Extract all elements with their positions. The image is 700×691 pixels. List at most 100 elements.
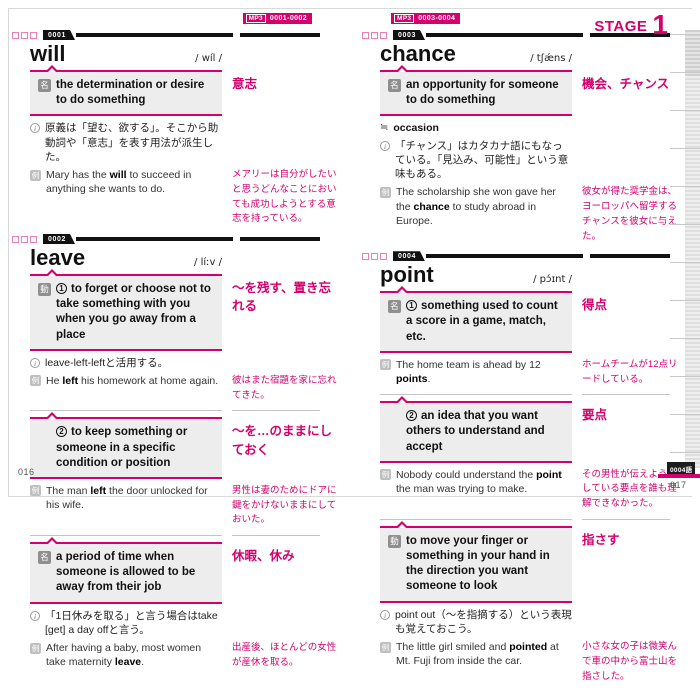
note-text: 「チャンス」はカタカナ語にもなっている。「見込み、可能性」という意味もある。 <box>395 139 569 181</box>
definition-caret <box>45 269 59 277</box>
review-checkbox[interactable] <box>12 31 19 39</box>
meaning-japanese: 要点 <box>582 408 608 423</box>
example-text: After having a baby, most women take mat… <box>46 642 202 669</box>
review-checkbox[interactable] <box>12 235 19 243</box>
sense-separator <box>380 394 684 396</box>
synonym-icon: ≒ <box>380 122 389 134</box>
review-checkbox[interactable] <box>362 31 369 39</box>
example-icon: 例 <box>380 641 391 653</box>
review-checkbox[interactable] <box>21 31 28 39</box>
pos-icon-spacer <box>388 409 401 455</box>
review-checkbox[interactable] <box>371 252 378 260</box>
right-page: MP3 0003-0004 STAGE 1 0003 chance / tʃǽns … <box>350 8 692 691</box>
part-of-speech-icon: 動 <box>38 283 51 297</box>
entry-header-row: 0002 <box>12 234 340 244</box>
edge-tab-divider <box>670 300 700 301</box>
review-checkbox[interactable] <box>371 31 378 39</box>
separator-line <box>380 394 572 396</box>
definition-text: a period of time when someone is allowed… <box>56 551 196 594</box>
translation-japanese: 男性は妻のためにドアに鍵をかけないままにしておいた。 <box>232 484 337 526</box>
separator-line <box>582 518 670 520</box>
example-icon: 例 <box>30 485 41 497</box>
headword-row: will / wíl / <box>30 43 222 68</box>
definition-row: 名 the determination or desire to do somet… <box>30 65 340 117</box>
review-checkbox[interactable] <box>30 31 37 39</box>
definition-inner: 動 1 to forget or choose not to take someth… <box>38 282 214 343</box>
page-number-right: 017 <box>670 480 687 490</box>
definition-row: 2 an idea that you want others to underst… <box>380 396 684 463</box>
example-cell: 例 Nobody could understand the point the m… <box>380 468 572 512</box>
entry-rule <box>425 254 583 259</box>
definition-text: 1 something used to count a score in a ga… <box>406 300 558 343</box>
separator-line <box>380 518 572 520</box>
entry-rule-side <box>590 254 670 259</box>
translation-japanese: 彼女が得た奨学金は、ヨーロッパへ留学するチャンスを彼女に与えた。 <box>582 186 678 242</box>
definition-cell: 2 an idea that you want others to underst… <box>380 396 572 463</box>
entry-number-badge: 0001 <box>43 30 75 40</box>
entry-point: 0004 point / pɔ́ɪnt / 名 1 something used to c… <box>362 251 684 684</box>
review-checkbox[interactable] <box>380 252 387 260</box>
note-cell: i 「チャンス」はカタカナ語にもなっている。「見込み、可能性」という意味もある。 <box>380 139 572 182</box>
note-cell: i 原義は「望む、欲する」。そこから助動詞や「意志」を表す用法が派生した。 <box>30 121 222 164</box>
example-row: 例 He left his homework at home again. 彼はまた… <box>30 374 340 403</box>
sense-number: 2 <box>406 410 417 422</box>
example-cell: 例 After having a baby, most women take ma… <box>30 641 222 670</box>
translation-japanese: その男性が伝えようとしている要点を誰も理解できなかった。 <box>582 468 678 510</box>
page-number-left: 016 <box>18 467 35 477</box>
definition-cell: 名 an opportunity for someone to do someth… <box>380 65 572 117</box>
definition-caret <box>45 412 59 420</box>
edge-tab-divider <box>670 224 700 225</box>
review-checkbox[interactable] <box>21 235 28 243</box>
syn-row: ≒ occasion <box>380 121 684 135</box>
sense-separator <box>380 518 684 520</box>
definition-row: 2 to keep something or someone in a speci… <box>30 412 340 479</box>
definition-inner: 動 to move your finger or something in you… <box>388 534 564 595</box>
definition-inner: 名 an opportunity for someone to do someth… <box>388 78 564 108</box>
meaning-japanese: 機会、チャンス <box>582 77 670 91</box>
pronunciation: / tʃǽns / <box>530 53 572 64</box>
example-text: The scholarship she won gave her the cha… <box>396 186 556 227</box>
part-of-speech-icon: 名 <box>38 551 51 565</box>
sense-separator <box>30 410 340 412</box>
definition-text: an opportunity for someone to do somethi… <box>406 79 559 107</box>
review-checkbox[interactable] <box>362 252 369 260</box>
info-icon: i <box>380 609 390 620</box>
review-checkbox[interactable] <box>380 31 387 39</box>
entry-rule-side <box>240 237 320 242</box>
note-text: 「1日休みを取る」と言う場合はtake [get] a day offと言う。 <box>45 609 218 636</box>
headword: leave <box>30 245 86 271</box>
headword: point <box>380 262 434 288</box>
definition-row: 名 an opportunity for someone to do someth… <box>380 65 684 117</box>
example-cell: 例 He left his homework at home again. <box>30 374 222 403</box>
translation-japanese: 小さな女の子は微笑んで車の中から富士山を指さした。 <box>582 641 678 682</box>
note-row: i 「チャンス」はカタカナ語にもなっている。「見込み、可能性」という意味もある。 <box>380 139 684 182</box>
review-checkbox[interactable] <box>30 235 37 243</box>
definition-box: 名 an opportunity for someone to do someth… <box>380 65 572 117</box>
note-cell: i 「1日休みを取る」と言う場合はtake [get] a day offと言う。 <box>30 609 222 638</box>
mp3-label: MP3 <box>245 14 266 23</box>
definition-text: the determination or desire to do someth… <box>56 79 205 107</box>
translation-japanese: ホームチームが12点リードしている。 <box>582 358 678 385</box>
edge-tab-divider <box>670 262 700 263</box>
separator-line <box>30 410 222 412</box>
definition-inner: 名 the determination or desire to do somet… <box>38 78 214 108</box>
part-of-speech-icon: 名 <box>388 300 401 314</box>
example-text: Nobody could understand the point the ma… <box>396 468 562 496</box>
definition-cell: 名 the determination or desire to do somet… <box>30 65 222 117</box>
example-text: The man left the door unlocked for his w… <box>46 484 208 512</box>
entry-header-row: 0001 <box>12 30 340 40</box>
entry-header-row: 0004 <box>362 251 684 261</box>
info-icon: i <box>30 610 40 621</box>
definition-box: 名 the determination or desire to do somet… <box>30 65 222 117</box>
definition-text: to move your finger or something in your… <box>406 534 550 593</box>
edge-tab-divider <box>670 376 700 377</box>
example-text: He left his homework at home again. <box>46 374 219 387</box>
sense-number: 1 <box>406 300 417 312</box>
example-text: The home team is ahead by 12 points. <box>396 358 541 386</box>
meaning-japanese: 〜を残す、置き忘れる <box>232 281 332 314</box>
part-of-speech-icon: 動 <box>388 534 401 548</box>
note-text: point out（〜を指摘する）という表現も覚えておこう。 <box>395 608 572 635</box>
entry-chance: 0003 chance / tʃǽns / 名 an opportunity for s… <box>362 30 684 244</box>
meaning-japanese: 〜を…のままにしておく <box>232 424 333 457</box>
example-row: 例 Mary has the will to succeed in anythin… <box>30 168 340 227</box>
